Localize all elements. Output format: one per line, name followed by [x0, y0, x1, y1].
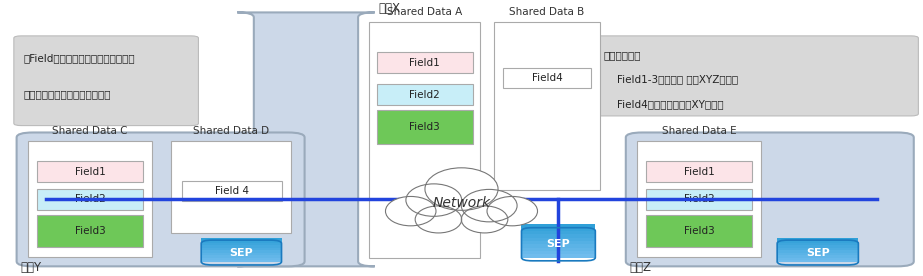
Bar — [37, 161, 143, 182]
Ellipse shape — [415, 206, 462, 233]
FancyBboxPatch shape — [14, 36, 198, 126]
Bar — [646, 215, 752, 247]
Bar — [201, 258, 282, 260]
Bar — [201, 243, 282, 245]
Bar — [201, 260, 282, 262]
Ellipse shape — [487, 197, 537, 226]
FancyBboxPatch shape — [237, 12, 375, 266]
Bar — [777, 250, 858, 253]
Bar — [521, 224, 595, 228]
Text: Field 4: Field 4 — [215, 186, 248, 196]
Bar — [777, 243, 858, 245]
Bar — [777, 240, 858, 243]
Bar — [777, 260, 858, 262]
Text: Field1: Field1 — [409, 58, 440, 68]
Text: Field3: Field3 — [75, 226, 105, 236]
Text: 各Fieldデータには取得したデータと: 各Fieldデータには取得したデータと — [23, 53, 135, 63]
Text: Field2: Field2 — [684, 194, 714, 205]
Ellipse shape — [425, 168, 498, 210]
Bar — [201, 255, 282, 258]
Bar — [521, 248, 595, 251]
Bar — [503, 68, 591, 88]
Bar — [182, 181, 282, 201]
Text: 機器X: 機器X — [378, 2, 401, 15]
Text: Field4: Field4 — [532, 73, 562, 83]
Text: Shared Data C: Shared Data C — [53, 126, 127, 136]
Bar — [377, 52, 473, 73]
Bar — [777, 245, 858, 248]
Bar — [377, 84, 473, 105]
Bar — [37, 189, 143, 210]
Bar — [377, 110, 473, 144]
Bar — [201, 250, 282, 253]
Text: Field1: Field1 — [75, 167, 105, 177]
Text: Shared Data B: Shared Data B — [509, 7, 584, 17]
Bar — [777, 253, 858, 255]
Ellipse shape — [462, 206, 508, 233]
Text: 機器Y: 機器Y — [20, 261, 42, 274]
Bar — [521, 244, 595, 248]
Bar — [777, 248, 858, 250]
Bar — [637, 141, 761, 257]
Text: Field3: Field3 — [409, 122, 440, 132]
Bar — [28, 141, 152, 257]
Bar — [777, 238, 858, 240]
Ellipse shape — [386, 197, 436, 226]
Bar — [646, 189, 752, 210]
Text: SEP: SEP — [230, 248, 253, 258]
Text: Network: Network — [433, 196, 490, 210]
Text: Shared Data A: Shared Data A — [387, 7, 462, 17]
Bar — [171, 141, 291, 233]
Bar — [521, 254, 595, 258]
Bar — [201, 248, 282, 250]
FancyBboxPatch shape — [593, 36, 918, 116]
Text: 本説明図の例: 本説明図の例 — [604, 50, 641, 60]
Bar — [369, 22, 480, 258]
Bar — [521, 231, 595, 234]
Text: 機器Z: 機器Z — [629, 261, 652, 274]
Bar — [201, 240, 282, 243]
Bar — [521, 238, 595, 241]
Bar — [777, 255, 858, 258]
Bar — [37, 215, 143, 247]
Text: SEP: SEP — [546, 239, 570, 249]
FancyBboxPatch shape — [17, 132, 305, 266]
Bar — [201, 245, 282, 248]
Text: SEP: SEP — [806, 248, 830, 258]
Bar — [521, 241, 595, 244]
Bar — [201, 253, 282, 255]
Bar — [201, 238, 282, 240]
Bar — [646, 161, 752, 182]
Text: 取得時刻がセットで格納される: 取得時刻がセットで格納される — [23, 89, 111, 99]
Bar — [494, 22, 600, 190]
Bar — [521, 234, 595, 238]
Text: Field4のデータ　機器XYで共有: Field4のデータ 機器XYで共有 — [604, 99, 724, 109]
Bar — [777, 258, 858, 260]
Bar — [521, 228, 595, 231]
Text: Field3: Field3 — [684, 226, 714, 236]
Ellipse shape — [406, 184, 462, 216]
Text: Field2: Field2 — [409, 89, 440, 100]
Text: Shared Data E: Shared Data E — [662, 126, 737, 136]
Ellipse shape — [462, 189, 517, 222]
FancyBboxPatch shape — [626, 132, 914, 266]
Text: Field2: Field2 — [75, 194, 105, 205]
Text: Field1: Field1 — [684, 167, 714, 177]
Bar — [521, 251, 595, 254]
Text: Shared Data D: Shared Data D — [193, 126, 269, 136]
Text: Field1-3のデータ 機器XYZで共有: Field1-3のデータ 機器XYZで共有 — [604, 75, 737, 84]
